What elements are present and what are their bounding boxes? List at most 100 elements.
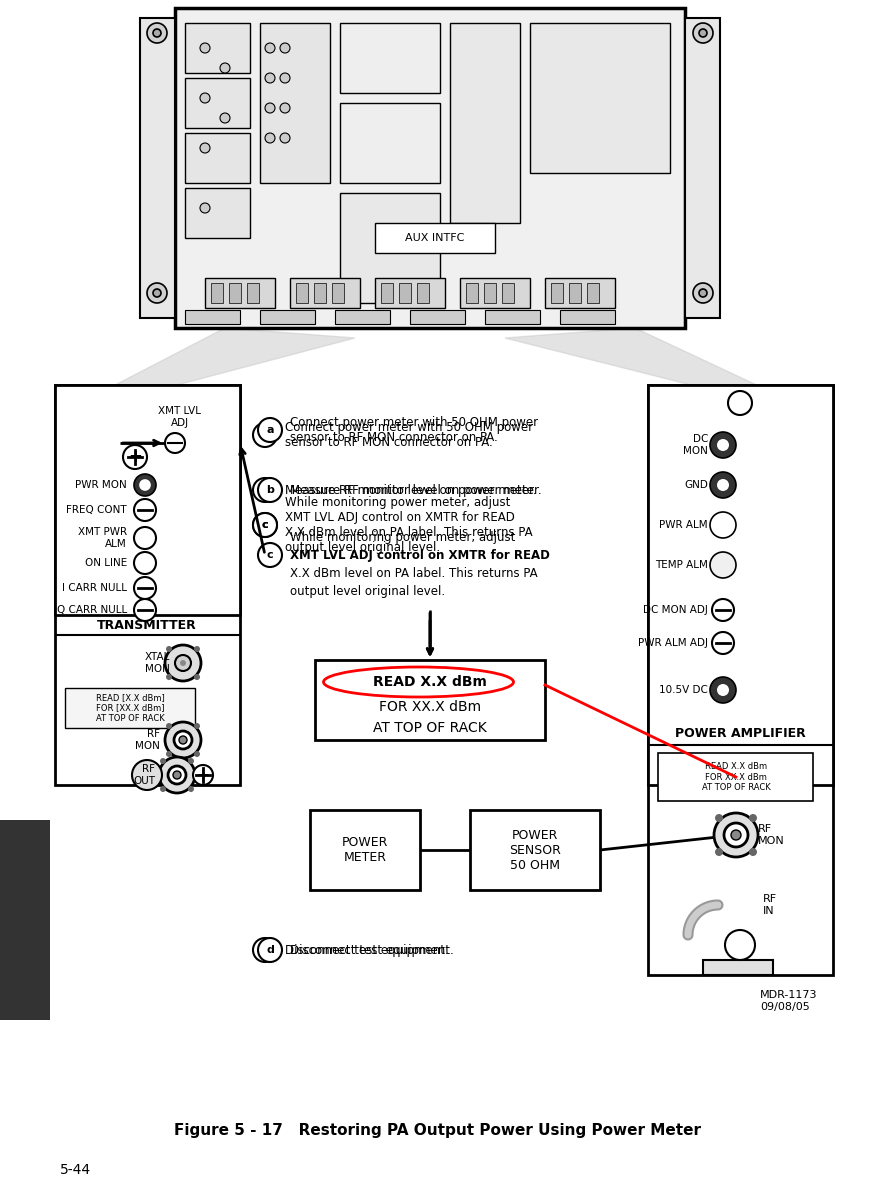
Text: READ [X.X dBm]
FOR [XX.X dBm]
AT TOP OF RACK: READ [X.X dBm] FOR [XX.X dBm] AT TOP OF … bbox=[96, 693, 164, 723]
Circle shape bbox=[134, 527, 156, 549]
Text: XTAL
MON: XTAL MON bbox=[145, 652, 170, 674]
Circle shape bbox=[265, 133, 275, 143]
Polygon shape bbox=[67, 328, 355, 410]
Circle shape bbox=[258, 938, 282, 962]
FancyBboxPatch shape bbox=[340, 103, 440, 183]
Circle shape bbox=[749, 814, 757, 821]
FancyBboxPatch shape bbox=[340, 193, 440, 303]
Text: FREQ CONT: FREQ CONT bbox=[67, 504, 127, 515]
Text: AT TOP OF RACK: AT TOP OF RACK bbox=[373, 721, 487, 735]
Text: RF
MON: RF MON bbox=[135, 729, 160, 751]
FancyBboxPatch shape bbox=[315, 661, 545, 740]
Circle shape bbox=[265, 73, 275, 83]
Circle shape bbox=[200, 143, 210, 153]
Text: READ X.X dBm: READ X.X dBm bbox=[373, 675, 487, 689]
Text: TRANSMITTER: TRANSMITTER bbox=[97, 619, 196, 632]
Text: Q CARR NULL: Q CARR NULL bbox=[57, 605, 127, 615]
Text: Figure 5 - 17   Restoring PA Output Power Using Power Meter: Figure 5 - 17 Restoring PA Output Power … bbox=[175, 1123, 702, 1137]
Circle shape bbox=[731, 830, 741, 839]
Circle shape bbox=[710, 552, 736, 578]
Text: While monitoring power meter, adjust
XMT LVL ADJ control on XMTR for READ
X.X dB: While monitoring power meter, adjust XMT… bbox=[285, 496, 532, 554]
Circle shape bbox=[280, 103, 290, 113]
Circle shape bbox=[200, 203, 210, 213]
FancyBboxPatch shape bbox=[310, 809, 420, 890]
Text: Measure RF monitor level on power meter.: Measure RF monitor level on power meter. bbox=[290, 484, 542, 496]
FancyBboxPatch shape bbox=[185, 23, 250, 73]
Circle shape bbox=[153, 29, 161, 37]
Circle shape bbox=[159, 757, 195, 793]
FancyBboxPatch shape bbox=[658, 753, 813, 801]
Circle shape bbox=[134, 576, 156, 599]
FancyBboxPatch shape bbox=[470, 809, 600, 890]
Circle shape bbox=[168, 766, 186, 784]
FancyBboxPatch shape bbox=[185, 189, 250, 238]
Circle shape bbox=[253, 423, 277, 447]
Circle shape bbox=[153, 289, 161, 297]
Circle shape bbox=[265, 43, 275, 53]
Circle shape bbox=[717, 479, 729, 491]
Text: 5-44: 5-44 bbox=[60, 1163, 91, 1177]
Text: POWER
METER: POWER METER bbox=[342, 836, 389, 864]
FancyBboxPatch shape bbox=[648, 386, 833, 785]
Circle shape bbox=[165, 722, 201, 758]
Circle shape bbox=[174, 731, 192, 749]
FancyBboxPatch shape bbox=[340, 23, 440, 92]
Circle shape bbox=[180, 661, 186, 667]
FancyBboxPatch shape bbox=[185, 78, 250, 129]
Text: I CARR NULL: I CARR NULL bbox=[62, 582, 127, 593]
Text: XMT LVL
ADJ: XMT LVL ADJ bbox=[159, 406, 202, 428]
Circle shape bbox=[134, 474, 156, 496]
Text: RF
MON: RF MON bbox=[758, 824, 785, 846]
Circle shape bbox=[220, 113, 230, 123]
Circle shape bbox=[188, 785, 194, 791]
Text: d: d bbox=[261, 945, 269, 955]
Text: 10.5V DC: 10.5V DC bbox=[660, 685, 708, 695]
FancyBboxPatch shape bbox=[466, 283, 478, 303]
FancyBboxPatch shape bbox=[260, 23, 330, 183]
Polygon shape bbox=[505, 328, 810, 410]
Circle shape bbox=[166, 751, 172, 757]
Circle shape bbox=[253, 478, 277, 502]
Text: c: c bbox=[261, 520, 268, 530]
FancyBboxPatch shape bbox=[703, 960, 773, 975]
Text: PWR ALM: PWR ALM bbox=[660, 520, 708, 530]
FancyBboxPatch shape bbox=[260, 310, 315, 324]
FancyBboxPatch shape bbox=[65, 688, 195, 728]
Text: c: c bbox=[261, 520, 268, 530]
Circle shape bbox=[253, 513, 277, 537]
Text: PWR ALM ADJ: PWR ALM ADJ bbox=[638, 638, 708, 649]
Text: While monitoring power meter, adjust: While monitoring power meter, adjust bbox=[290, 531, 516, 544]
Text: Connect power meter with 50 OHM power
sensor to RF MON connector on PA.: Connect power meter with 50 OHM power se… bbox=[290, 416, 538, 444]
Text: ON LINE: ON LINE bbox=[85, 558, 127, 568]
Text: c: c bbox=[267, 550, 274, 560]
Circle shape bbox=[712, 599, 734, 621]
FancyBboxPatch shape bbox=[460, 277, 530, 307]
FancyBboxPatch shape bbox=[185, 310, 240, 324]
FancyBboxPatch shape bbox=[55, 386, 240, 615]
Text: XMT LVL ADJ control on XMTR for READ: XMT LVL ADJ control on XMTR for READ bbox=[290, 549, 550, 562]
FancyBboxPatch shape bbox=[140, 18, 175, 318]
FancyBboxPatch shape bbox=[0, 820, 50, 1020]
Circle shape bbox=[147, 23, 167, 43]
Text: b: b bbox=[266, 485, 274, 495]
FancyBboxPatch shape bbox=[185, 133, 250, 183]
Text: TEMP ALM: TEMP ALM bbox=[655, 560, 708, 570]
Text: READ X.X dBm
FOR XX.X dBm
AT TOP OF RACK: READ X.X dBm FOR XX.X dBm AT TOP OF RACK bbox=[702, 763, 770, 791]
Circle shape bbox=[194, 646, 200, 652]
FancyBboxPatch shape bbox=[229, 283, 241, 303]
Circle shape bbox=[147, 283, 167, 303]
FancyBboxPatch shape bbox=[290, 277, 360, 307]
Text: +: + bbox=[196, 767, 210, 783]
Circle shape bbox=[188, 758, 194, 764]
FancyBboxPatch shape bbox=[211, 283, 223, 303]
Circle shape bbox=[258, 543, 282, 567]
Text: Disconnect test equipment.: Disconnect test equipment. bbox=[285, 944, 449, 956]
FancyBboxPatch shape bbox=[485, 310, 540, 324]
Circle shape bbox=[710, 677, 736, 703]
Circle shape bbox=[166, 674, 172, 680]
Circle shape bbox=[194, 723, 200, 729]
Circle shape bbox=[160, 785, 166, 791]
Circle shape bbox=[253, 938, 277, 962]
FancyBboxPatch shape bbox=[375, 277, 445, 307]
Text: MDR-1173
09/08/05: MDR-1173 09/08/05 bbox=[760, 990, 817, 1011]
